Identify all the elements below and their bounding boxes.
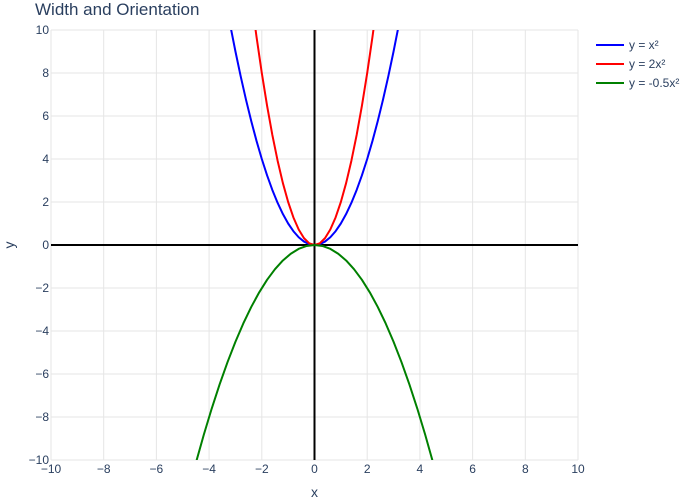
series-line-3 xyxy=(195,244,434,460)
x-tick-label: 6 xyxy=(469,462,476,476)
x-tick-label: −8 xyxy=(97,462,111,476)
x-tick-label: −10 xyxy=(41,462,62,476)
y-tick-label: −10 xyxy=(29,453,50,467)
x-tick-label: 4 xyxy=(417,462,424,476)
y-tick-label: −2 xyxy=(35,281,49,295)
y-axis-title: y xyxy=(1,242,17,249)
y-tick-label: 8 xyxy=(42,66,49,80)
legend-label: y = -0.5x² xyxy=(629,76,679,90)
y-tick-label: −8 xyxy=(35,410,49,424)
x-tick-label: 10 xyxy=(571,462,585,476)
legend-item[interactable]: y = -0.5x² xyxy=(596,76,679,90)
y-tick-label: 6 xyxy=(42,109,49,123)
x-tick-label: −6 xyxy=(150,462,164,476)
y-tick-label: −6 xyxy=(35,367,49,381)
series-lines xyxy=(195,30,434,460)
legend-label: y = 2x² xyxy=(629,57,665,71)
legend[interactable]: y = x² y = 2x² y = -0.5x² xyxy=(596,38,679,90)
x-tick-labels: −10 −8 −6 −4 −2 0 2 4 6 8 10 xyxy=(41,462,585,476)
y-tick-label: 2 xyxy=(42,195,49,209)
legend-label: y = x² xyxy=(629,38,659,52)
y-tick-label: 10 xyxy=(36,23,50,37)
x-tick-label: −2 xyxy=(255,462,269,476)
y-tick-label: −4 xyxy=(35,324,49,338)
x-tick-label: −4 xyxy=(202,462,216,476)
x-tick-label: 2 xyxy=(364,462,371,476)
y-tick-label: 0 xyxy=(42,238,49,252)
y-tick-label: 4 xyxy=(42,152,49,166)
legend-item[interactable]: y = x² xyxy=(596,38,659,52)
x-tick-label: 8 xyxy=(522,462,529,476)
legend-item[interactable]: y = 2x² xyxy=(596,57,665,71)
y-tick-labels: −10 −8 −6 −4 −2 0 2 4 6 8 10 xyxy=(29,23,50,467)
x-axis-title: x xyxy=(311,484,318,500)
chart-title: Width and Orientation xyxy=(35,0,199,19)
x-tick-label: 0 xyxy=(311,462,318,476)
